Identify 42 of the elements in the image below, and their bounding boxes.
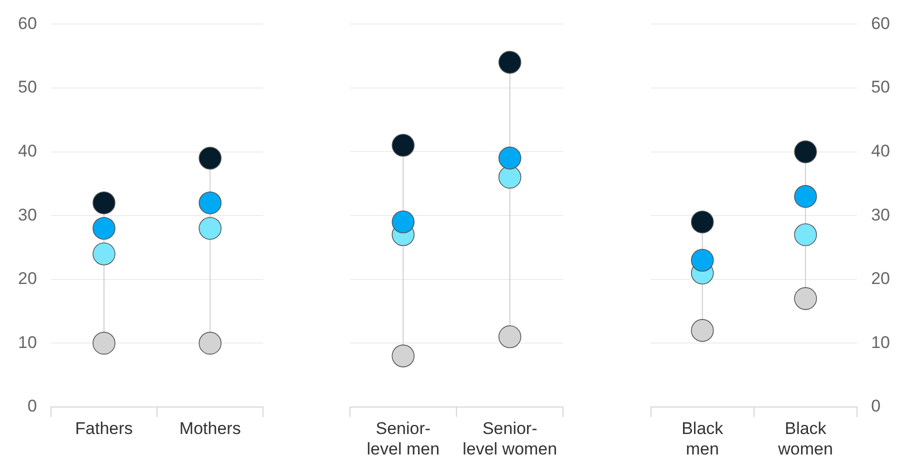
point: [498, 325, 522, 348]
y-tick-label: 40: [18, 141, 37, 160]
point: [690, 319, 714, 342]
y-tick-label: 30: [871, 205, 890, 224]
y-tick-label: 0: [871, 396, 881, 416]
x-tick-label: Black women: [777, 418, 833, 458]
y-tick-label: 60: [871, 14, 890, 33]
y-tick-label: 20: [871, 269, 890, 288]
y-tick-label: 0: [27, 396, 37, 416]
point: [498, 146, 522, 170]
x-tick-label: Mothers: [179, 418, 241, 438]
point: [198, 332, 222, 355]
x-tick-label: Black men: [682, 418, 724, 458]
point: [690, 210, 714, 234]
point: [498, 50, 522, 74]
point: [794, 140, 817, 164]
x-tick-label: Senior-level women: [462, 418, 558, 458]
y-tick-label: 20: [18, 269, 37, 288]
point: [198, 146, 222, 170]
point: [794, 223, 817, 246]
x-tick-label: Fathers: [75, 418, 133, 438]
y-tick-label: 10: [18, 332, 37, 352]
point: [794, 287, 817, 310]
y-tick-label: 10: [871, 332, 890, 352]
x-tick-label: Senior-level men: [366, 418, 440, 458]
y-tick-label: 40: [871, 141, 890, 160]
y-tick-label: 50: [871, 78, 890, 97]
point: [92, 191, 116, 214]
point: [498, 166, 522, 189]
point: [794, 185, 817, 208]
point: [392, 134, 415, 157]
point: [198, 191, 222, 214]
y-tick-label: 60: [18, 14, 37, 33]
point: [198, 216, 222, 240]
point: [392, 344, 415, 368]
y-tick-label: 50: [18, 78, 37, 97]
point: [690, 248, 714, 272]
point: [92, 216, 116, 240]
point: [392, 210, 415, 234]
point: [92, 332, 116, 355]
point: [92, 242, 116, 266]
y-tick-label: 30: [18, 205, 37, 224]
